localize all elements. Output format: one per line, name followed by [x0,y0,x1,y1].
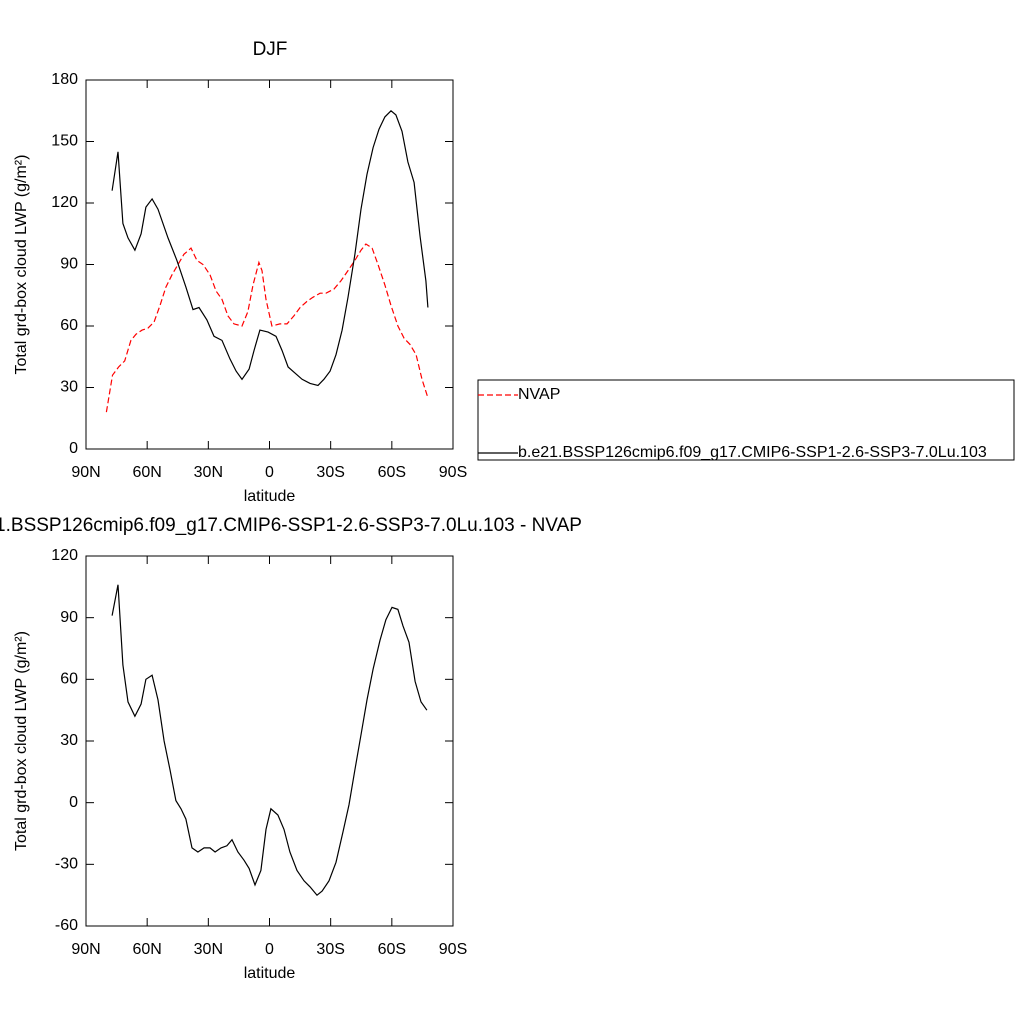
y-tick-label: 0 [69,794,78,811]
y-axis-label: Total grd-box cloud LWP (g/m²) [13,155,30,375]
y-tick-label: 90 [60,256,78,273]
x-tick-label: 30S [316,464,344,481]
y-tick-label: 90 [60,609,78,626]
y-tick-label: 60 [60,671,78,688]
x-tick-label: 60S [378,464,406,481]
data-line [105,243,429,413]
data-line [111,109,429,387]
legend-label: NVAP [518,386,560,403]
x-tick-label: 60N [132,941,161,958]
y-tick-label: -60 [55,917,78,934]
y-tick-label: 60 [60,317,78,334]
y-tick-label: 120 [51,547,78,564]
x-tick-label: 60N [132,464,161,481]
y-tick-label: 180 [51,71,78,88]
y-tick-label: 120 [51,194,78,211]
x-tick-label: 0 [265,941,274,958]
plot-frame [85,79,454,450]
y-tick-label: 0 [69,440,78,457]
x-tick-label: 90N [71,464,100,481]
x-tick-label: 90S [439,941,467,958]
x-tick-label: 30S [316,941,344,958]
x-tick-label: 90S [439,464,467,481]
chart-title: DJF [253,39,288,60]
x-tick-label: 30N [194,941,223,958]
x-tick-label: 60S [378,941,406,958]
x-tick-label: 30N [194,464,223,481]
y-tick-label: -30 [55,856,78,873]
x-tick-label: 0 [265,464,274,481]
y-axis-label: Total grd-box cloud LWP (g/m²) [13,631,30,851]
x-axis-label: latitude [244,965,296,982]
data-line [111,584,428,897]
legend-box [477,379,1015,461]
y-tick-label: 30 [60,379,78,396]
y-tick-label: 150 [51,133,78,150]
chart-title: b.e21.BSSP126cmip6.f09_g17.CMIP6-SSP1-2.… [0,515,582,536]
legend-label: b.e21.BSSP126cmip6.f09_g17.CMIP6-SSP1-2.… [518,444,987,461]
x-axis-label: latitude [244,488,296,505]
y-tick-label: 30 [60,732,78,749]
x-tick-label: 90N [71,941,100,958]
